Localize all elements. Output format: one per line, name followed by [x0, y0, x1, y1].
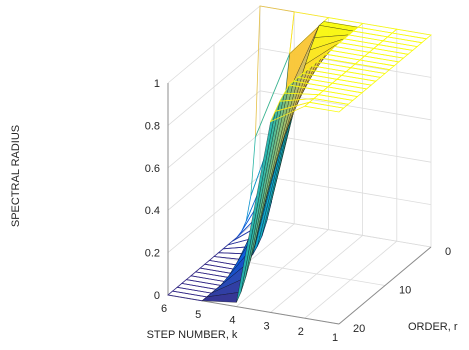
- surface-facet: [303, 101, 345, 113]
- gridline-z-back: [259, 175, 432, 205]
- surface-facet: [167, 290, 208, 302]
- x-tick-label: 3: [264, 320, 270, 332]
- y-axis-line: [338, 246, 432, 325]
- x-tick-label: 2: [298, 326, 304, 338]
- x-tick-label: 6: [161, 303, 167, 315]
- z-tick-label: 0.8: [145, 120, 160, 132]
- gridline-z-back: [259, 48, 432, 78]
- gridline-z-back: [259, 132, 432, 163]
- z-tick-label: 0.2: [145, 248, 160, 260]
- x-tick-label: 5: [195, 309, 201, 321]
- y-tick-label: 20: [353, 323, 365, 335]
- z-tick-label: 0.4: [145, 205, 160, 217]
- x-tick-label: 1: [332, 332, 338, 344]
- z-axis-label: SPECTRAL RADIUS: [10, 125, 22, 227]
- z-tick-label: 0: [154, 290, 160, 302]
- gridline-r-floor: [259, 217, 432, 248]
- y-tick-label: 10: [399, 285, 411, 297]
- surface-mesh: [167, 5, 432, 303]
- x-axis-label: STEP NUMBER, k: [147, 329, 238, 341]
- y-axis-label: ORDER, r: [408, 321, 458, 333]
- y-tick-label: 0: [445, 246, 451, 258]
- z-tick-label: 0.6: [145, 163, 160, 175]
- z-tick-label: 1: [154, 78, 160, 90]
- x-tick-label: 4: [229, 315, 235, 327]
